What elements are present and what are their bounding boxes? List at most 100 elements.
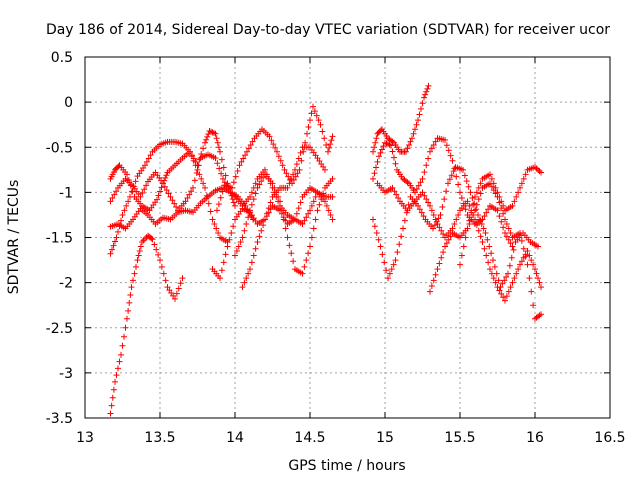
data-point xyxy=(252,245,259,252)
data-point xyxy=(147,152,154,159)
data-point xyxy=(127,292,134,299)
data-point xyxy=(113,234,120,241)
data-point xyxy=(488,183,495,190)
data-point xyxy=(485,206,492,213)
data-point xyxy=(163,172,170,179)
data-point xyxy=(302,139,309,146)
data-point xyxy=(515,189,522,196)
data-point xyxy=(310,103,316,110)
data-point xyxy=(323,202,330,209)
data-point xyxy=(307,117,313,124)
axis-ticks xyxy=(84,56,611,419)
data-point xyxy=(434,220,441,227)
data-point xyxy=(463,178,470,185)
data-point xyxy=(458,195,465,202)
data-point xyxy=(487,171,493,178)
data-point xyxy=(442,137,448,144)
data-point xyxy=(216,165,223,172)
data-point xyxy=(272,144,279,151)
data-point xyxy=(329,216,336,223)
data-point xyxy=(239,234,246,241)
data-point xyxy=(200,145,207,152)
data-point xyxy=(198,175,205,182)
data-point xyxy=(284,234,291,241)
data-point xyxy=(234,167,241,174)
data-point xyxy=(418,105,424,112)
data-point xyxy=(250,196,257,203)
data-point xyxy=(212,155,219,162)
data-point xyxy=(535,243,541,250)
data-point xyxy=(457,189,463,196)
data-point xyxy=(236,162,243,169)
data-point xyxy=(404,145,411,152)
data-point xyxy=(374,158,381,165)
data-point xyxy=(505,270,511,277)
data-point xyxy=(371,170,378,177)
data-point xyxy=(438,227,445,234)
data-point xyxy=(435,215,442,222)
data-point xyxy=(327,211,334,218)
data-point xyxy=(230,179,237,186)
data-point xyxy=(415,117,421,124)
data-point xyxy=(500,202,507,209)
data-point xyxy=(517,261,523,268)
data-point xyxy=(294,170,301,177)
data-point xyxy=(432,138,439,145)
data-point xyxy=(153,246,160,253)
data-point xyxy=(312,193,319,200)
data-point xyxy=(113,372,120,379)
data-point xyxy=(213,135,220,142)
data-point xyxy=(207,208,214,215)
data-point xyxy=(518,237,525,244)
data-point xyxy=(218,267,225,274)
data-point xyxy=(385,275,391,282)
data-point xyxy=(154,196,160,203)
data-point xyxy=(122,324,129,331)
data-point xyxy=(466,217,473,224)
data-point xyxy=(247,266,253,273)
data-point xyxy=(390,261,397,268)
data-point xyxy=(295,155,302,162)
data-point xyxy=(432,271,439,278)
data-point xyxy=(528,288,535,295)
data-point xyxy=(284,184,291,191)
data-point xyxy=(395,195,402,202)
data-point xyxy=(407,138,414,145)
data-point xyxy=(492,184,499,191)
data-point xyxy=(462,234,469,241)
data-point xyxy=(107,198,114,205)
data-point xyxy=(430,211,437,218)
data-point xyxy=(438,254,445,261)
data-point xyxy=(442,243,448,250)
data-point xyxy=(434,266,441,273)
data-point xyxy=(220,175,226,182)
data-point xyxy=(469,195,476,202)
data-point xyxy=(161,183,168,190)
data-point xyxy=(478,220,485,227)
data-point xyxy=(386,270,393,277)
data-points xyxy=(107,82,544,417)
data-point xyxy=(520,175,527,182)
data-point xyxy=(167,193,174,200)
data-point xyxy=(293,210,300,217)
data-point xyxy=(513,270,520,277)
data-point xyxy=(415,182,422,189)
data-point xyxy=(214,207,220,214)
data-point xyxy=(500,224,507,231)
data-point xyxy=(443,240,450,247)
data-point xyxy=(158,184,165,191)
data-point xyxy=(421,192,428,199)
data-point xyxy=(125,307,132,314)
data-point xyxy=(140,237,147,244)
data-point xyxy=(238,158,245,165)
data-point xyxy=(468,207,475,214)
data-point xyxy=(436,224,443,231)
data-point xyxy=(498,218,505,225)
data-point xyxy=(325,207,332,214)
x-axis-label: GPS time / hours xyxy=(288,458,405,474)
data-point xyxy=(425,155,432,162)
tick-labels: 13 13.5 14 14.5 15 15.5 16 16.5 0.5 0 -0.5 -1 -1.5 -2… xyxy=(46,50,626,446)
data-point xyxy=(139,239,145,246)
data-point xyxy=(112,238,118,245)
